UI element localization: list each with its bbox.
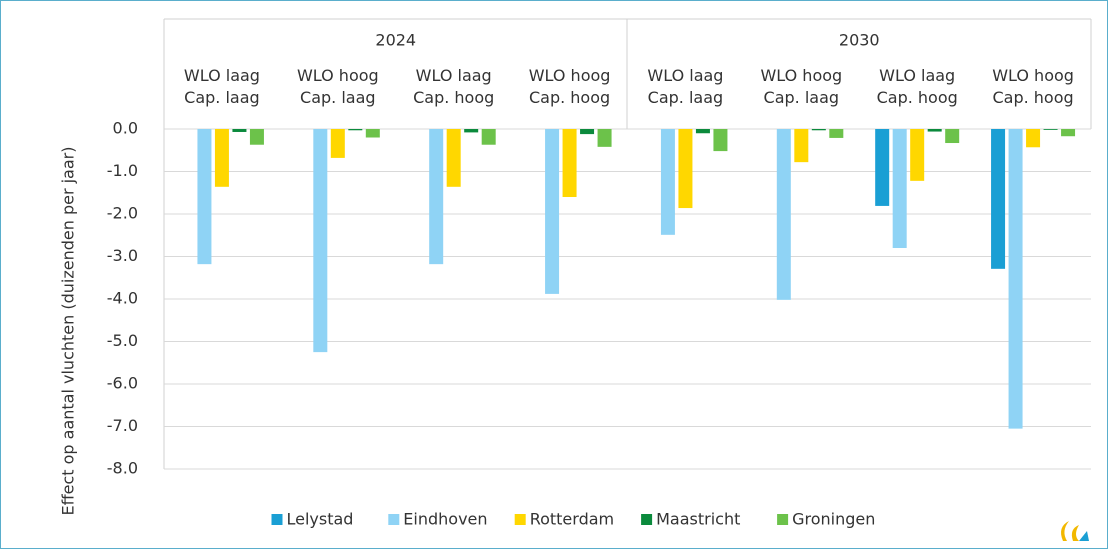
bar [429, 129, 444, 265]
bar [1026, 129, 1041, 148]
bar [892, 129, 907, 248]
bar [545, 129, 560, 294]
legend-swatch [641, 514, 653, 525]
y-tick-label: -2.0 [107, 204, 138, 223]
bar [695, 129, 710, 134]
x-tick-label: WLO hoog Cap. laag [296, 66, 379, 107]
legend-label: Lelystad [287, 510, 354, 529]
bar [249, 129, 264, 145]
legend-label: Rotterdam [530, 510, 614, 529]
y-tick-label: -8.0 [107, 459, 138, 478]
group-label: 2030 [839, 31, 880, 50]
bar [464, 129, 479, 133]
bar [660, 129, 675, 235]
bar [365, 129, 380, 138]
x-tick-label: WLO hoog Cap. hoog [528, 66, 611, 107]
bar [481, 129, 496, 145]
bar [875, 129, 890, 206]
bar [991, 129, 1006, 269]
bar [330, 129, 345, 158]
legend-swatch [388, 514, 400, 525]
bar [214, 129, 229, 187]
y-tick-label: -7.0 [107, 416, 138, 435]
bar [910, 129, 925, 181]
legend-swatch [271, 514, 283, 525]
bar [597, 129, 612, 147]
bar [794, 129, 809, 163]
bar [232, 129, 247, 132]
y-axis-label: Effect op aantal vluchten (duizenden per… [59, 147, 78, 516]
bar [776, 129, 791, 300]
y-tick-label: -6.0 [107, 374, 138, 393]
y-tick-label: -1.0 [107, 161, 138, 180]
x-tick-label: WLO laag Cap. laag [183, 66, 260, 107]
legend-swatch [777, 514, 789, 525]
group-label: 2024 [375, 31, 416, 50]
logo [1079, 531, 1089, 541]
bar [1008, 129, 1023, 429]
bar [829, 129, 844, 138]
bar [713, 129, 728, 152]
y-tick-label: 0.0 [113, 119, 138, 138]
y-tick-label: -4.0 [107, 289, 138, 308]
logo [1061, 521, 1079, 541]
x-tick-label: WLO laag Cap. laag [647, 66, 724, 107]
legend-label: Maastricht [656, 510, 740, 529]
bar [446, 129, 461, 187]
bar [1043, 129, 1058, 130]
legend-label: Eindhoven [403, 510, 487, 529]
bar [562, 129, 577, 197]
bar [811, 129, 826, 131]
bar [348, 129, 363, 131]
bar [678, 129, 693, 209]
y-tick-label: -5.0 [107, 331, 138, 350]
bar [580, 129, 595, 135]
bar [197, 129, 212, 265]
legend-swatch [514, 514, 526, 525]
x-tick-label: WLO laag Cap. hoog [876, 66, 958, 107]
bar [1061, 129, 1076, 137]
x-tick-label: WLO hoog Cap. hoog [992, 66, 1074, 107]
bar [313, 129, 328, 353]
y-tick-label: -3.0 [107, 246, 138, 265]
x-tick-label: WLO hoog Cap. laag [760, 66, 843, 107]
x-tick-label: WLO laag Cap. hoog [413, 66, 495, 107]
bar [927, 129, 942, 132]
legend-label: Groningen [792, 510, 875, 529]
bar [945, 129, 960, 144]
